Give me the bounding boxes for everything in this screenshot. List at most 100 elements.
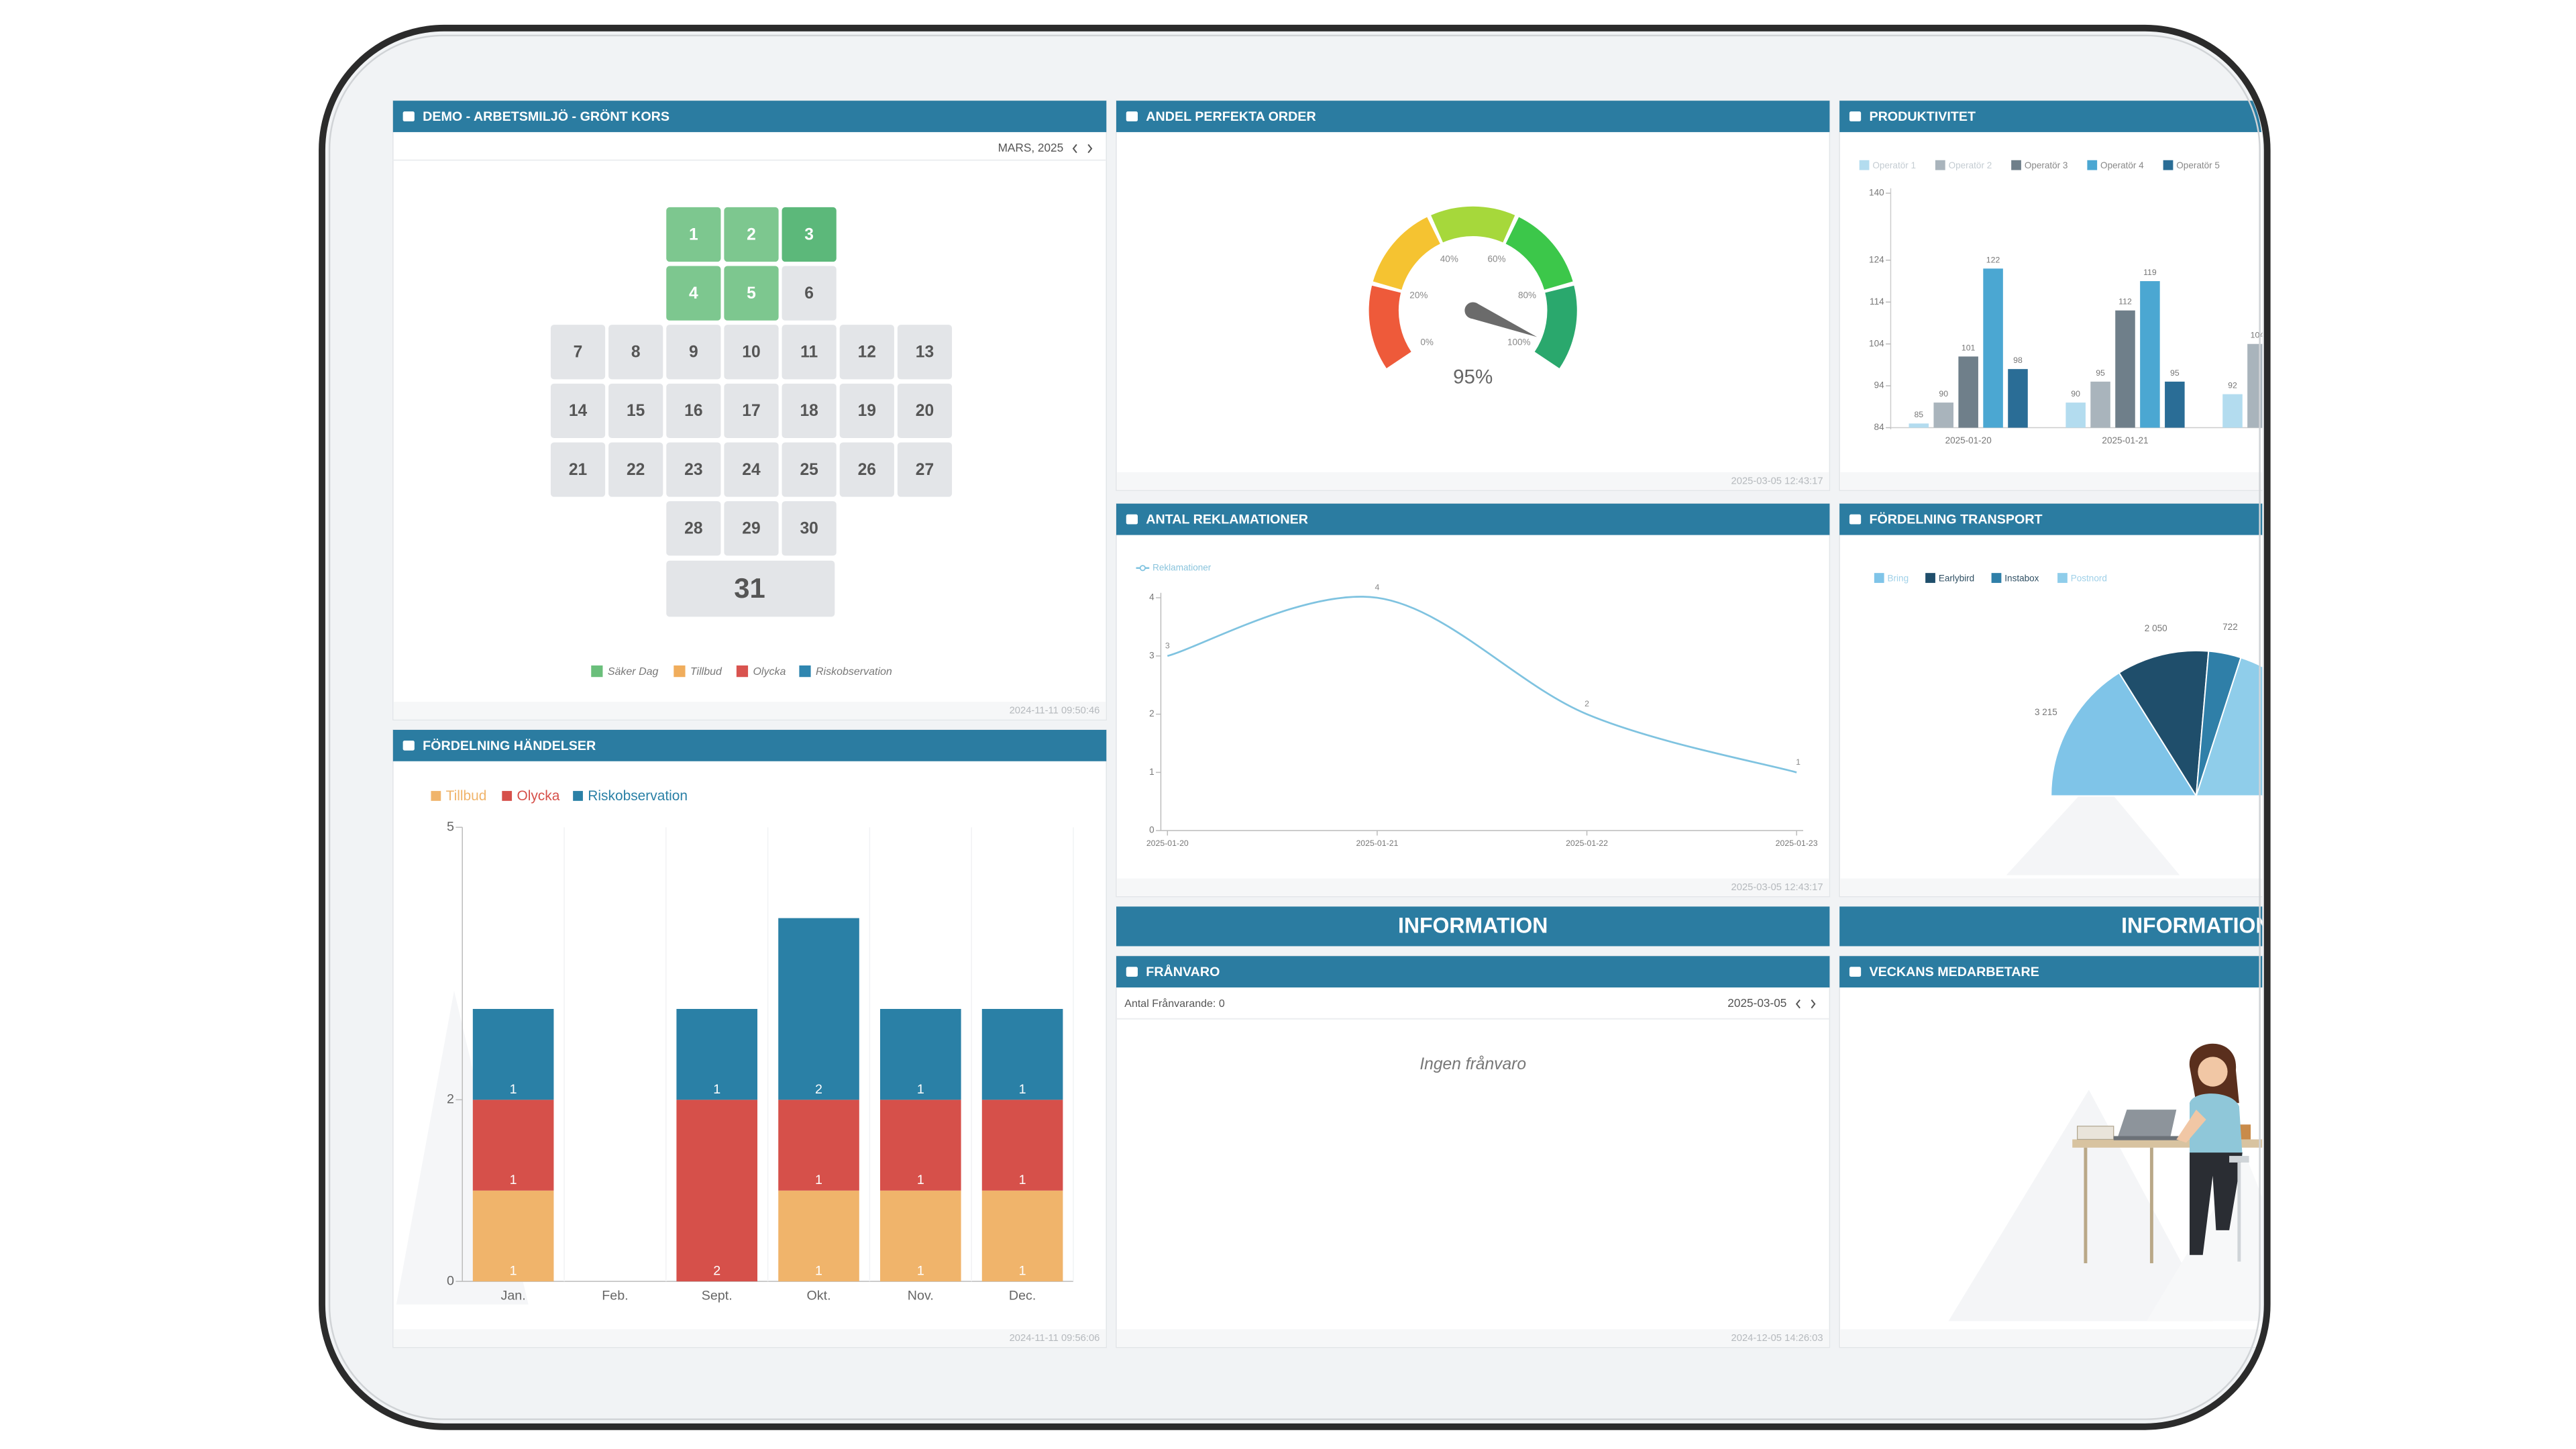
legend-swatch	[1935, 160, 1945, 170]
calendar-day-label: 20	[916, 402, 934, 420]
point-label: 4	[1375, 583, 1380, 592]
calendar-day[interactable]	[897, 442, 953, 497]
calendar-day[interactable]	[782, 207, 837, 262]
calendar-day[interactable]	[897, 383, 953, 439]
calendar-day-label: 4	[689, 284, 698, 303]
calendar-day[interactable]	[666, 325, 721, 380]
calendar-day-label: 23	[684, 461, 702, 479]
bar-label: 119	[2143, 268, 2157, 277]
calendar-day[interactable]	[724, 501, 779, 556]
legend-swatch	[2011, 160, 2021, 170]
panel: FÖRDELNING HÄNDELSER 2024-11-11 09:56:06 T…	[392, 729, 1107, 1348]
calendar-day-label: 15	[627, 402, 645, 420]
panel-updated: 2024-11-11 09:50:46	[1010, 706, 1100, 716]
calendar-day[interactable]	[724, 442, 779, 497]
bar	[2065, 402, 2086, 428]
calendar-day[interactable]	[724, 207, 779, 262]
legend-label: Olycka	[753, 666, 786, 678]
legend-label: Tillbud	[446, 788, 487, 804]
gauge-band	[1534, 285, 1577, 369]
calendar-day-label: 6	[804, 284, 814, 303]
calendar-day[interactable]	[666, 501, 721, 556]
calendar-day[interactable]	[608, 442, 663, 497]
x-tick-label: Dec.	[1009, 1289, 1036, 1303]
books	[2077, 1126, 2114, 1140]
next-arrow[interactable]	[1087, 144, 1093, 154]
y-tick-label: 5	[447, 819, 454, 834]
calendar-day-label: 7	[574, 343, 583, 362]
absence-date: 2025-03-05	[1727, 996, 1786, 1010]
bar-segment	[880, 1190, 961, 1282]
line-series	[1167, 596, 1797, 773]
prev-arrow[interactable]	[1072, 144, 1077, 154]
calendar-day[interactable]	[782, 325, 837, 380]
panel-updated: 2025-03-05 12:43:17	[1731, 882, 1823, 893]
segment-label: 2	[713, 1264, 720, 1279]
next-arrow[interactable]	[1811, 999, 1816, 1009]
calendar-day[interactable]	[608, 383, 663, 439]
bar-segment	[778, 918, 859, 1100]
calendar-day-label: 16	[684, 402, 702, 420]
gauge-tick-label: 100%	[1507, 337, 1531, 347]
header-icon	[1849, 111, 1862, 121]
bar-segment	[981, 1009, 1063, 1100]
calendar-day[interactable]	[666, 207, 721, 262]
calendar-day[interactable]	[782, 442, 837, 497]
legend-swatch	[1991, 573, 2002, 583]
calendar-day[interactable]	[550, 442, 606, 497]
calendar-day[interactable]	[897, 325, 953, 380]
calendar-day[interactable]	[550, 383, 606, 439]
calendar-day[interactable]	[839, 325, 894, 380]
calendar-day[interactable]	[782, 266, 837, 321]
legend-label: Reklamationer	[1152, 562, 1212, 572]
bar-segment	[676, 1099, 758, 1282]
panel-footer	[1117, 878, 1829, 896]
pie-slice	[2118, 649, 2210, 798]
panel-title: FÖRDELNING HÄNDELSER	[423, 738, 596, 753]
panel: ANTAL REKLAMATIONER 2025-03-05 12:43:17 Re…	[1116, 503, 1831, 898]
calendar-day-label: 31	[734, 572, 765, 604]
x-tick-label: Jan.	[501, 1289, 526, 1303]
point-label: 1	[1796, 757, 1801, 767]
legend-label: Riskobservation	[588, 788, 688, 804]
legend-label: Olycka	[517, 788, 559, 804]
panel-header	[1116, 503, 1830, 535]
calendar-day[interactable]	[839, 442, 894, 497]
information-bar	[1839, 906, 2263, 947]
x-tick-label: Sept.	[702, 1289, 733, 1303]
prev-arrow[interactable]	[1795, 999, 1801, 1009]
bar-segment	[472, 1190, 554, 1282]
calendar-day[interactable]	[550, 325, 606, 380]
cup	[2239, 1124, 2251, 1140]
point-label: 2	[1585, 699, 1589, 708]
calendar-day[interactable]	[666, 560, 835, 617]
calendar-day[interactable]	[724, 383, 779, 439]
panel-header	[392, 101, 1107, 132]
desk-leg	[2149, 1147, 2153, 1264]
calendar-day[interactable]	[666, 383, 721, 439]
panel: FÖRDELNING TRANSPORT Bring Earlybird Instab…	[1839, 503, 2263, 898]
calendar-day-label: 14	[569, 402, 588, 420]
legend-dot	[1139, 565, 1146, 572]
calendar-day[interactable]	[782, 383, 837, 439]
shirt	[2190, 1093, 2243, 1157]
calendar-day[interactable]	[782, 501, 837, 556]
calendar-day[interactable]	[724, 266, 779, 321]
x-tick-label: 2025-01-20	[1945, 435, 1992, 445]
tablet-bezel	[328, 34, 2261, 1420]
panel-footer	[1840, 1329, 2263, 1347]
panel: DEMO - ARBETSMILJÖ - GRÖNT KORS 2024-11-1…	[392, 100, 1107, 720]
y-tick-label: 4	[1149, 592, 1155, 602]
calendar-day[interactable]	[608, 325, 663, 380]
calendar-day[interactable]	[666, 266, 721, 321]
background-shape	[2006, 775, 2180, 875]
legend-label: Operatör 1	[1872, 160, 1916, 170]
y-tick-label: 114	[1870, 297, 1884, 307]
calendar-day[interactable]	[666, 442, 721, 497]
calendar-day[interactable]	[724, 325, 779, 380]
x-tick-label: 2025-01-20	[1146, 839, 1189, 848]
bar	[2090, 381, 2110, 428]
panel-header	[1839, 956, 2263, 987]
calendar-day[interactable]	[839, 383, 894, 439]
